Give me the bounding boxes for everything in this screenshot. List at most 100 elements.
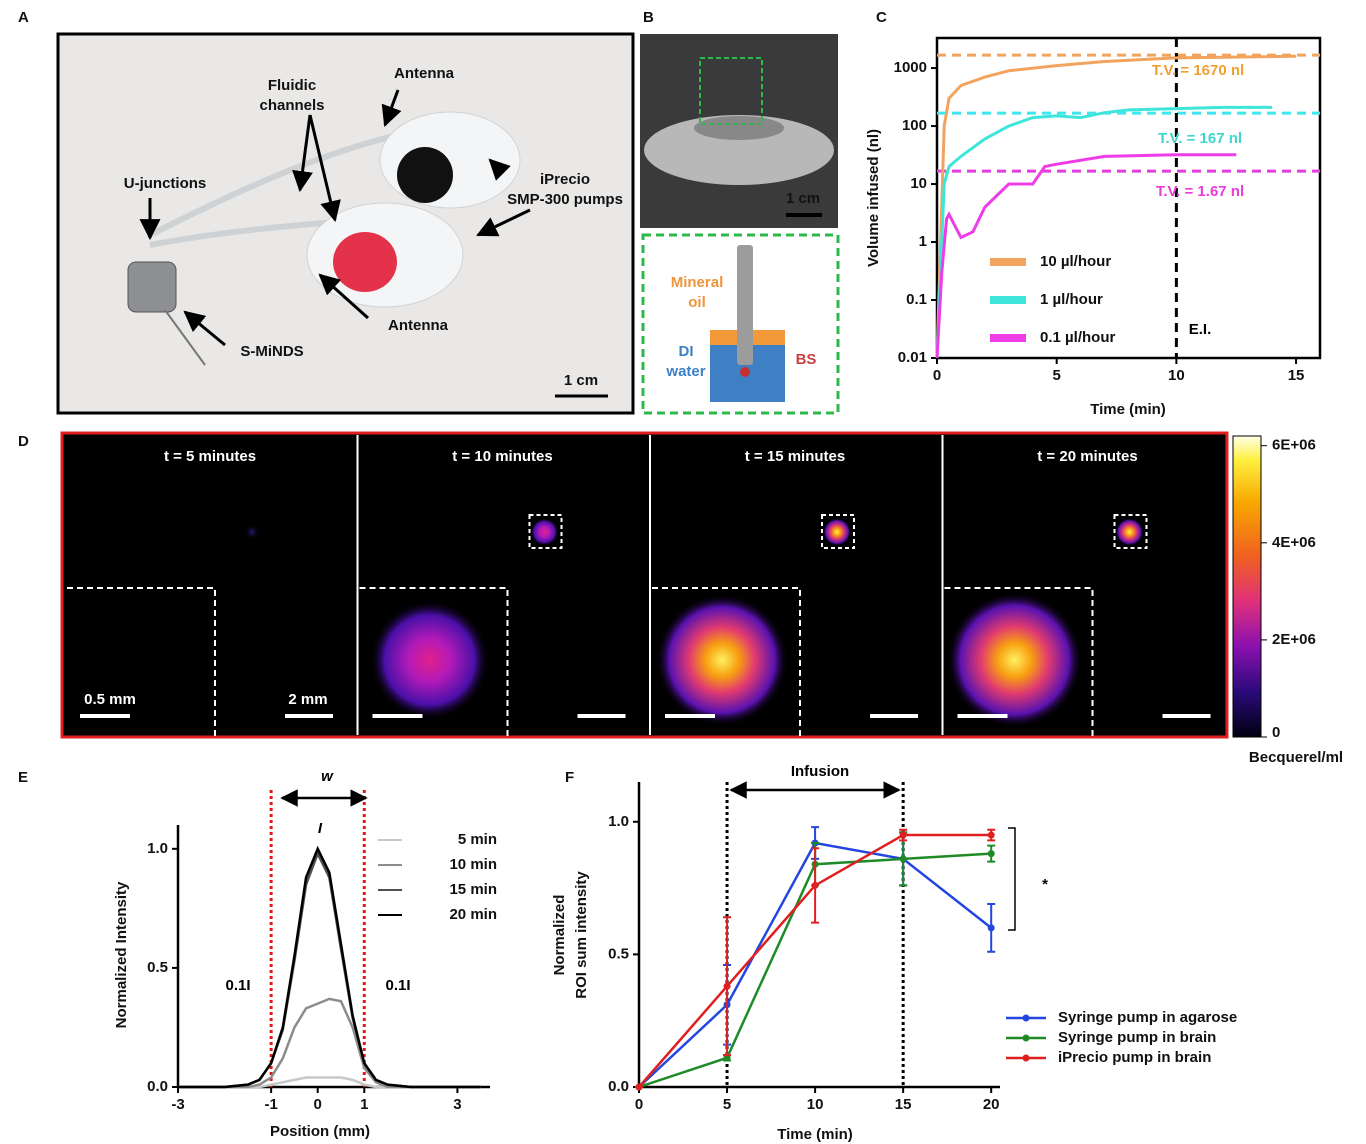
series-line — [935, 105, 1273, 359]
annotation: 0.1I — [385, 977, 410, 994]
series-line — [935, 54, 1297, 359]
image-title: t = 20 minutes — [1037, 448, 1137, 465]
panel-letter: C — [876, 9, 887, 26]
legend-label: Syringe pump in brain — [1058, 1029, 1216, 1046]
y-tick-label: 0.1 — [906, 291, 927, 308]
legend-marker — [1022, 1054, 1030, 1062]
annotation: Infusion — [791, 763, 849, 780]
y-axis-label: Volume infused (nl) — [865, 129, 882, 267]
annotation: T.V. = 1670 nl — [1152, 62, 1244, 79]
y-tick-label: 1000 — [894, 59, 927, 76]
inset-blob — [656, 594, 788, 726]
arrow — [488, 158, 511, 181]
roi-box — [1113, 514, 1148, 549]
x-tick-label: 20 — [983, 1096, 1000, 1113]
photo-label: BS — [796, 351, 817, 368]
arrow — [476, 208, 531, 237]
photo-label: water — [665, 363, 705, 380]
photo-b — [640, 34, 840, 415]
y-tick-label: 0.0 — [608, 1078, 629, 1095]
point — [811, 881, 819, 889]
point — [987, 831, 995, 839]
arrow — [292, 114, 313, 193]
photo-label: U-junctions — [124, 175, 207, 192]
photo-label: channels — [259, 97, 324, 114]
colorbar-tick-label: 6E+06 — [1272, 437, 1316, 454]
y-tick-label: 10 — [910, 175, 927, 192]
image-title: t = 10 minutes — [452, 448, 552, 465]
x-tick-label: 0 — [933, 367, 941, 384]
annotation: T.V. = 1.67 nl — [1156, 183, 1244, 200]
y-tick-label: 1.0 — [147, 840, 168, 857]
arrow — [318, 273, 370, 320]
legend-marker — [1022, 1014, 1030, 1022]
panel-letter: D — [18, 433, 29, 450]
photo-label: oil — [688, 294, 706, 311]
x-tick-label: 0 — [314, 1096, 322, 1113]
x-tick-label: 15 — [895, 1096, 912, 1113]
photo-label: SMP-300 pumps — [507, 191, 623, 208]
scale-label: 1 cm — [564, 372, 598, 389]
photo-label: Mineral — [671, 274, 724, 291]
inset-blob — [946, 592, 1083, 728]
scale-label: 0.5 mm — [84, 691, 136, 708]
image-title: t = 15 minutes — [745, 448, 845, 465]
legend-label: iPrecio pump in brain — [1058, 1049, 1211, 1066]
photo-label: DI — [679, 343, 694, 360]
y-tick-label: 1 — [919, 233, 927, 250]
annotation: 0.1I — [225, 977, 250, 994]
panel-letter: B — [643, 9, 654, 26]
photo-label: Antenna — [394, 65, 455, 82]
colorbar-tick-label: 4E+06 — [1272, 534, 1316, 551]
y-tick-label: 100 — [902, 117, 927, 134]
series-line — [178, 845, 481, 1089]
annotation: * — [1042, 876, 1048, 893]
point — [635, 1083, 643, 1091]
legend-label: 15 min — [449, 881, 497, 898]
arrow — [381, 89, 402, 127]
y-axis-label: ROI sum intensity — [573, 871, 590, 999]
roi-box — [821, 514, 855, 549]
annotation: T.V. = 167 nl — [1158, 130, 1242, 147]
series-line — [935, 153, 1237, 359]
photo-label: iPrecio — [540, 171, 590, 188]
point — [987, 850, 995, 858]
image-title: t = 5 minutes — [164, 448, 256, 465]
arrow — [183, 310, 226, 347]
y-axis-label: Normalized Intensity — [113, 881, 130, 1028]
x-tick-label: 15 — [1288, 367, 1305, 384]
series-line — [178, 1076, 481, 1089]
x-tick-label: 3 — [453, 1096, 461, 1113]
x-tick-label: 10 — [807, 1096, 824, 1113]
y-tick-label: 0.01 — [898, 349, 927, 366]
x-tick-label: -3 — [171, 1096, 184, 1113]
legend-label: Syringe pump in agarose — [1058, 1009, 1237, 1026]
point — [723, 982, 731, 990]
x-axis-label: Time (min) — [1090, 401, 1166, 418]
annotation: E.I. — [1189, 321, 1212, 338]
panel-letter: A — [18, 9, 29, 26]
legend-label: 10 min — [449, 856, 497, 873]
inset-blob — [369, 600, 490, 720]
annotation: I — [318, 820, 323, 837]
x-tick-label: 5 — [723, 1096, 731, 1113]
legend-marker — [1022, 1034, 1030, 1042]
x-tick-label: 0 — [635, 1096, 643, 1113]
plot-frame — [935, 36, 1322, 360]
colorbar-tick-label: 0 — [1272, 724, 1280, 741]
x-axis-label: Position (mm) — [270, 1123, 370, 1140]
point — [899, 831, 907, 839]
spot — [823, 518, 851, 546]
colorbar-label: Becquerel/ml — [1249, 749, 1343, 766]
arrow — [308, 114, 341, 223]
y-axis-label: Normalized — [551, 895, 568, 976]
x-tick-label: -1 — [264, 1096, 277, 1113]
spot — [1115, 518, 1144, 546]
roi-box — [528, 514, 563, 549]
panel-letter: E — [18, 769, 28, 786]
annotation: w — [321, 768, 334, 785]
scale-label: 1 cm — [786, 190, 820, 207]
colorbar-tick-label: 2E+06 — [1272, 631, 1316, 648]
significance-bracket — [1008, 827, 1016, 931]
